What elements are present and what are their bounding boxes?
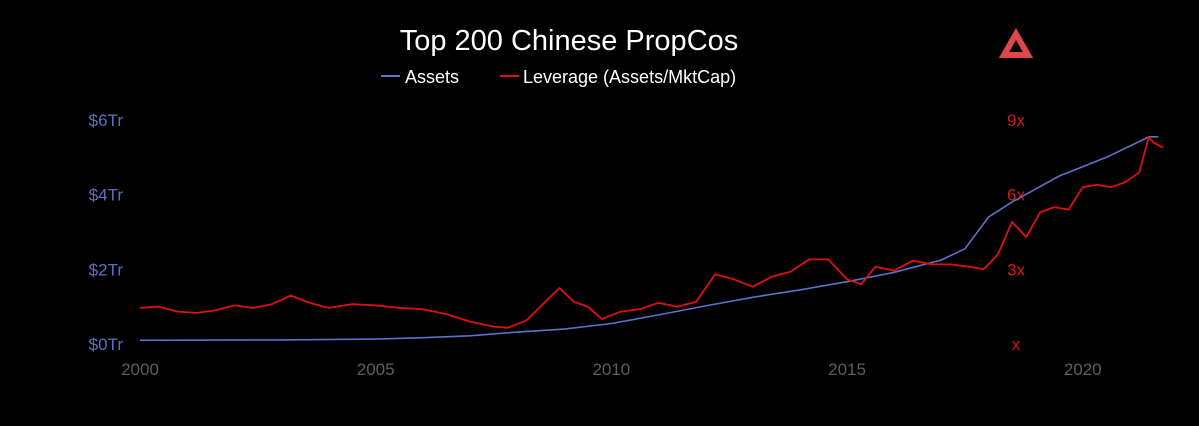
assets-series-line <box>139 136 1159 342</box>
legend-assets-label: Assets <box>405 67 459 87</box>
right-axis-tick-label: 6x <box>1007 186 1025 205</box>
x-axis-tick-label: 2020 <box>1064 360 1102 379</box>
right-axis-tick-label: 3x <box>1007 260 1025 279</box>
left-axis-tick-label: $0Tr <box>89 335 124 354</box>
left-axis: $0Tr $2Tr $4Tr $6Tr <box>89 111 124 354</box>
x-axis-tick-label: 2010 <box>592 360 630 379</box>
right-axis-tick-label: x <box>1012 335 1021 354</box>
legend-leverage-label: Leverage (Assets/MktCap) <box>523 67 736 87</box>
x-axis-tick-label: 2015 <box>828 360 866 379</box>
x-axis-tick-label: 2000 <box>121 360 159 379</box>
leverage-series-line <box>139 136 1164 329</box>
chart-title: Top 200 Chinese PropCos <box>400 25 739 57</box>
legend: Assets Leverage (Assets/MktCap) <box>381 67 736 87</box>
x-axis-tick-label: 2005 <box>357 360 395 379</box>
x-axis: 2000 2005 2010 2015 2020 <box>121 360 1102 379</box>
triangle-logo-icon <box>998 27 1034 58</box>
left-axis-tick-label: $2Tr <box>89 260 124 279</box>
right-axis-tick-label: 9x <box>1007 111 1025 130</box>
right-axis: x 3x 6x 9x <box>1007 111 1025 354</box>
left-axis-tick-label: $6Tr <box>89 111 124 130</box>
left-axis-tick-label: $4Tr <box>89 186 124 205</box>
